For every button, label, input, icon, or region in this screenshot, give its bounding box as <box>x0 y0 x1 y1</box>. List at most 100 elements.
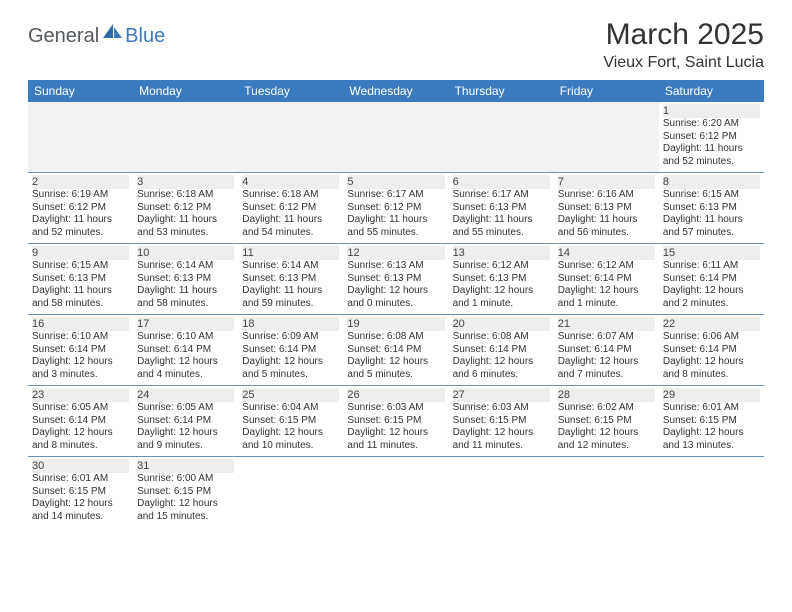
day-number: 19 <box>347 317 444 331</box>
day-details: Sunrise: 6:09 AMSunset: 6:14 PMDaylight:… <box>242 331 339 381</box>
day-number: 15 <box>663 246 760 260</box>
logo-text-blue: Blue <box>125 25 165 48</box>
calendar-cell: 31Sunrise: 6:00 AMSunset: 6:15 PMDayligh… <box>133 457 238 528</box>
calendar-cell: 3Sunrise: 6:18 AMSunset: 6:12 PMDaylight… <box>133 173 238 244</box>
day-number: 29 <box>663 388 760 402</box>
day-details: Sunrise: 6:12 AMSunset: 6:13 PMDaylight:… <box>453 260 550 310</box>
calendar-cell: 26Sunrise: 6:03 AMSunset: 6:15 PMDayligh… <box>343 386 448 457</box>
day-details: Sunrise: 6:08 AMSunset: 6:14 PMDaylight:… <box>347 331 444 381</box>
calendar-cell: 24Sunrise: 6:05 AMSunset: 6:14 PMDayligh… <box>133 386 238 457</box>
calendar-cell: 21Sunrise: 6:07 AMSunset: 6:14 PMDayligh… <box>554 315 659 386</box>
day-number: 27 <box>453 388 550 402</box>
day-number: 8 <box>663 175 760 189</box>
logo-text-general: General <box>28 25 99 48</box>
weekday-header: Sunday <box>28 80 133 102</box>
day-details: Sunrise: 6:19 AMSunset: 6:12 PMDaylight:… <box>32 189 129 239</box>
weekday-header: Friday <box>554 80 659 102</box>
calendar-cell <box>238 457 343 528</box>
day-details: Sunrise: 6:18 AMSunset: 6:12 PMDaylight:… <box>137 189 234 239</box>
day-number: 12 <box>347 246 444 260</box>
calendar-cell: 19Sunrise: 6:08 AMSunset: 6:14 PMDayligh… <box>343 315 448 386</box>
day-number: 16 <box>32 317 129 331</box>
day-number: 25 <box>242 388 339 402</box>
day-details: Sunrise: 6:17 AMSunset: 6:12 PMDaylight:… <box>347 189 444 239</box>
day-number: 31 <box>137 459 234 473</box>
calendar-cell <box>659 457 764 528</box>
calendar-cell <box>343 457 448 528</box>
day-number: 28 <box>558 388 655 402</box>
calendar-cell: 17Sunrise: 6:10 AMSunset: 6:14 PMDayligh… <box>133 315 238 386</box>
calendar-cell <box>449 102 554 173</box>
day-details: Sunrise: 6:17 AMSunset: 6:13 PMDaylight:… <box>453 189 550 239</box>
calendar-cell <box>238 102 343 173</box>
weekday-header: Wednesday <box>343 80 448 102</box>
day-details: Sunrise: 6:15 AMSunset: 6:13 PMDaylight:… <box>32 260 129 310</box>
calendar-cell: 5Sunrise: 6:17 AMSunset: 6:12 PMDaylight… <box>343 173 448 244</box>
calendar-cell: 28Sunrise: 6:02 AMSunset: 6:15 PMDayligh… <box>554 386 659 457</box>
day-details: Sunrise: 6:16 AMSunset: 6:13 PMDaylight:… <box>558 189 655 239</box>
day-details: Sunrise: 6:18 AMSunset: 6:12 PMDaylight:… <box>242 189 339 239</box>
calendar-cell: 15Sunrise: 6:11 AMSunset: 6:14 PMDayligh… <box>659 244 764 315</box>
day-details: Sunrise: 6:03 AMSunset: 6:15 PMDaylight:… <box>347 402 444 452</box>
calendar-cell: 6Sunrise: 6:17 AMSunset: 6:13 PMDaylight… <box>449 173 554 244</box>
calendar-cell: 12Sunrise: 6:13 AMSunset: 6:13 PMDayligh… <box>343 244 448 315</box>
calendar-cell: 27Sunrise: 6:03 AMSunset: 6:15 PMDayligh… <box>449 386 554 457</box>
calendar-cell: 18Sunrise: 6:09 AMSunset: 6:14 PMDayligh… <box>238 315 343 386</box>
day-number: 4 <box>242 175 339 189</box>
header: General Blue March 2025 Vieux Fort, Sain… <box>28 18 764 72</box>
calendar-cell: 2Sunrise: 6:19 AMSunset: 6:12 PMDaylight… <box>28 173 133 244</box>
weekday-header: Tuesday <box>238 80 343 102</box>
day-details: Sunrise: 6:04 AMSunset: 6:15 PMDaylight:… <box>242 402 339 452</box>
logo: General Blue <box>28 24 165 48</box>
calendar-cell <box>133 102 238 173</box>
day-number: 13 <box>453 246 550 260</box>
calendar-cell <box>554 102 659 173</box>
day-number: 1 <box>663 104 760 118</box>
calendar-cell: 13Sunrise: 6:12 AMSunset: 6:13 PMDayligh… <box>449 244 554 315</box>
calendar-cell: 23Sunrise: 6:05 AMSunset: 6:14 PMDayligh… <box>28 386 133 457</box>
day-details: Sunrise: 6:13 AMSunset: 6:13 PMDaylight:… <box>347 260 444 310</box>
day-number: 14 <box>558 246 655 260</box>
calendar-cell: 30Sunrise: 6:01 AMSunset: 6:15 PMDayligh… <box>28 457 133 528</box>
day-details: Sunrise: 6:00 AMSunset: 6:15 PMDaylight:… <box>137 473 234 523</box>
day-number: 9 <box>32 246 129 260</box>
day-details: Sunrise: 6:20 AMSunset: 6:12 PMDaylight:… <box>663 118 760 168</box>
calendar-cell <box>28 102 133 173</box>
day-details: Sunrise: 6:01 AMSunset: 6:15 PMDaylight:… <box>663 402 760 452</box>
day-number: 11 <box>242 246 339 260</box>
day-number: 17 <box>137 317 234 331</box>
day-number: 5 <box>347 175 444 189</box>
sail-icon <box>103 24 123 40</box>
weekday-header: Monday <box>133 80 238 102</box>
calendar-cell: 8Sunrise: 6:15 AMSunset: 6:13 PMDaylight… <box>659 173 764 244</box>
day-details: Sunrise: 6:15 AMSunset: 6:13 PMDaylight:… <box>663 189 760 239</box>
title-block: March 2025 Vieux Fort, Saint Lucia <box>603 18 764 72</box>
day-number: 30 <box>32 459 129 473</box>
calendar-cell: 4Sunrise: 6:18 AMSunset: 6:12 PMDaylight… <box>238 173 343 244</box>
day-details: Sunrise: 6:05 AMSunset: 6:14 PMDaylight:… <box>137 402 234 452</box>
day-details: Sunrise: 6:03 AMSunset: 6:15 PMDaylight:… <box>453 402 550 452</box>
day-number: 18 <box>242 317 339 331</box>
day-number: 23 <box>32 388 129 402</box>
calendar-cell: 22Sunrise: 6:06 AMSunset: 6:14 PMDayligh… <box>659 315 764 386</box>
day-number: 7 <box>558 175 655 189</box>
location-label: Vieux Fort, Saint Lucia <box>603 54 764 72</box>
calendar-cell <box>554 457 659 528</box>
day-details: Sunrise: 6:05 AMSunset: 6:14 PMDaylight:… <box>32 402 129 452</box>
weekday-header: Thursday <box>449 80 554 102</box>
calendar-cell: 9Sunrise: 6:15 AMSunset: 6:13 PMDaylight… <box>28 244 133 315</box>
day-number: 21 <box>558 317 655 331</box>
day-details: Sunrise: 6:02 AMSunset: 6:15 PMDaylight:… <box>558 402 655 452</box>
day-details: Sunrise: 6:14 AMSunset: 6:13 PMDaylight:… <box>242 260 339 310</box>
day-details: Sunrise: 6:07 AMSunset: 6:14 PMDaylight:… <box>558 331 655 381</box>
day-details: Sunrise: 6:01 AMSunset: 6:15 PMDaylight:… <box>32 473 129 523</box>
calendar-cell: 16Sunrise: 6:10 AMSunset: 6:14 PMDayligh… <box>28 315 133 386</box>
calendar-cell: 20Sunrise: 6:08 AMSunset: 6:14 PMDayligh… <box>449 315 554 386</box>
day-number: 20 <box>453 317 550 331</box>
day-number: 26 <box>347 388 444 402</box>
page-title: March 2025 <box>603 18 764 52</box>
calendar-cell <box>449 457 554 528</box>
day-details: Sunrise: 6:11 AMSunset: 6:14 PMDaylight:… <box>663 260 760 310</box>
day-number: 24 <box>137 388 234 402</box>
calendar-cell: 14Sunrise: 6:12 AMSunset: 6:14 PMDayligh… <box>554 244 659 315</box>
